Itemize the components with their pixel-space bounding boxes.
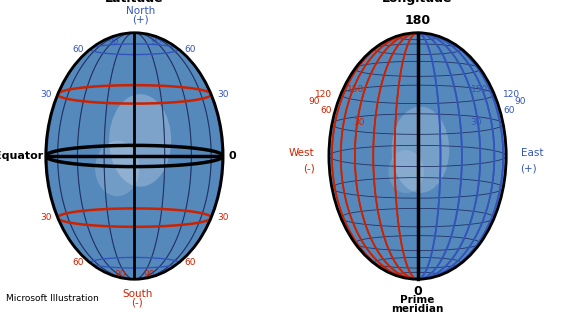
- Text: 60: 60: [321, 106, 332, 115]
- Text: 90: 90: [309, 97, 320, 106]
- Text: 60: 60: [73, 258, 84, 267]
- Ellipse shape: [388, 150, 424, 193]
- Ellipse shape: [46, 33, 223, 279]
- Text: 90: 90: [515, 97, 526, 106]
- Text: 30: 30: [41, 90, 52, 99]
- Text: Equator: Equator: [0, 151, 43, 161]
- Text: 120: 120: [315, 90, 332, 99]
- Text: 60: 60: [73, 45, 84, 54]
- Text: 90: 90: [114, 270, 126, 279]
- Ellipse shape: [329, 33, 506, 279]
- Text: North: North: [125, 6, 155, 16]
- Text: 150: 150: [347, 85, 365, 94]
- Text: Latitude: Latitude: [105, 0, 164, 5]
- Text: 60: 60: [184, 258, 196, 267]
- Text: (+): (+): [132, 15, 149, 25]
- Ellipse shape: [392, 107, 449, 193]
- Text: 90: 90: [150, 37, 162, 46]
- Text: West: West: [289, 148, 315, 158]
- Text: meridian: meridian: [391, 304, 444, 312]
- Text: 30: 30: [470, 118, 482, 127]
- Text: (-): (-): [303, 163, 315, 173]
- Text: 90: 90: [107, 37, 118, 46]
- Text: (+): (+): [521, 163, 537, 173]
- Text: 30: 30: [217, 90, 228, 99]
- Text: 90: 90: [143, 270, 155, 279]
- Text: 150: 150: [470, 85, 488, 94]
- Text: 180: 180: [404, 13, 431, 27]
- Text: Longitude: Longitude: [382, 0, 453, 5]
- Text: 30: 30: [217, 213, 228, 222]
- Text: East: East: [521, 148, 543, 158]
- Text: Prime: Prime: [400, 295, 435, 305]
- Ellipse shape: [109, 94, 171, 187]
- Text: Microsoft Illustration: Microsoft Illustration: [6, 294, 98, 303]
- Text: 30: 30: [41, 213, 52, 222]
- Text: 120: 120: [503, 90, 520, 99]
- Text: 60: 60: [503, 106, 514, 115]
- Text: 30: 30: [353, 118, 365, 127]
- Text: 60: 60: [184, 45, 196, 54]
- Ellipse shape: [95, 141, 140, 196]
- Text: South: South: [122, 289, 153, 299]
- Text: (-): (-): [132, 298, 143, 308]
- Text: 0: 0: [413, 285, 422, 299]
- Text: 0: 0: [229, 151, 236, 161]
